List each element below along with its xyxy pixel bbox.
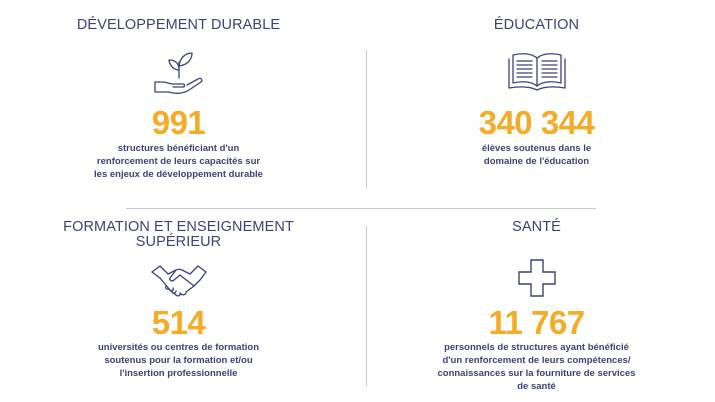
vertical-divider-bottom xyxy=(366,226,367,386)
section-title: DÉVELOPPEMENT DURABLE xyxy=(76,17,281,33)
horizontal-divider xyxy=(126,208,596,209)
desc-line: renforcement de leurs capacités sur xyxy=(96,156,261,167)
stat-description: élèves soutenus dans le domaine de l'édu… xyxy=(452,142,622,168)
section-title: SANTÉ xyxy=(512,219,561,235)
desc-line: domaine de l'éducation xyxy=(483,156,590,167)
desc-line: structures bénéficiant d'un xyxy=(117,143,240,154)
section-sante: SANTÉ 11 767 personnels de structures ay… xyxy=(358,208,715,402)
stat-number: 11 767 xyxy=(488,304,585,341)
desc-line: de santé xyxy=(517,381,556,392)
stat-description: universités ou centres de formation sout… xyxy=(79,341,279,380)
stat-description: structures bénéficiant d'un renforcement… xyxy=(79,142,279,181)
desc-line: l'insertion professionnelle xyxy=(119,368,238,379)
desc-line: élèves soutenus dans le xyxy=(481,143,592,154)
title-line: SUPÉRIEUR xyxy=(135,234,222,250)
title-line: FORMATION ET ENSEIGNEMENT xyxy=(63,219,294,235)
desc-line: personnels de structures ayant bénéficié xyxy=(444,342,629,353)
desc-line: d'un renforcement de leurs compétences/ xyxy=(442,355,631,366)
stat-description: personnels de structures ayant bénéficié… xyxy=(422,341,652,393)
section-developpement-durable: DÉVELOPPEMENT DURABLE 991 structures bén… xyxy=(0,0,357,200)
stat-number: 340 344 xyxy=(478,104,595,141)
stat-number: 514 xyxy=(151,304,206,341)
section-formation-enseignement-superieur: FORMATION ET ENSEIGNEMENT SUPÉRIEUR 514 … xyxy=(0,208,357,402)
handshake-icon xyxy=(150,265,207,297)
medical-cross-icon xyxy=(517,259,556,297)
open-book-icon xyxy=(507,53,566,91)
stat-number: 991 xyxy=(151,104,206,141)
plant-in-hand-icon xyxy=(153,52,202,94)
section-title: FORMATION ET ENSEIGNEMENT SUPÉRIEUR xyxy=(0,220,357,250)
section-title: ÉDUCATION xyxy=(493,17,580,33)
desc-line: universités ou centres de formation xyxy=(97,342,259,353)
desc-line: les enjeux de développement durable xyxy=(94,169,263,180)
section-education: ÉDUCATION 340 344 élèves soutenus dans l… xyxy=(358,0,715,200)
desc-line: connaissances sur la fourniture de servi… xyxy=(437,368,636,379)
desc-line: soutenus pour la formation et/ou xyxy=(104,355,253,366)
vertical-divider-top xyxy=(366,50,367,188)
